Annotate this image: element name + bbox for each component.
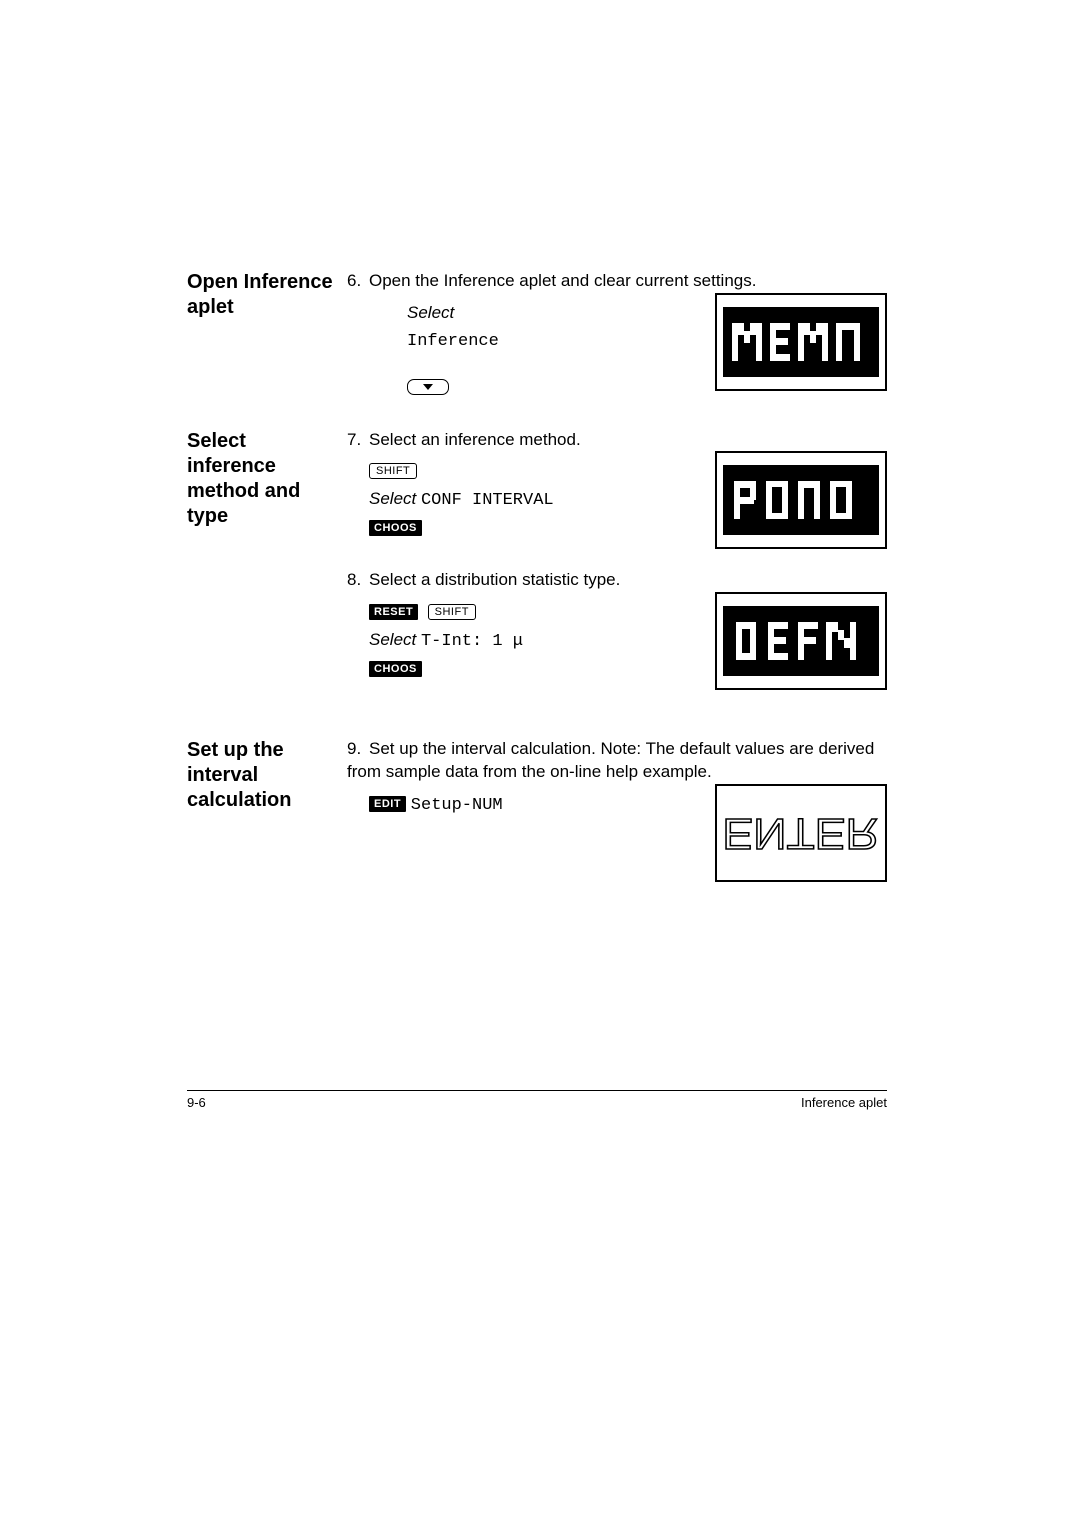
- section-setup: Set up the interval calculation 9.Set up…: [187, 738, 887, 882]
- shift-key-2: SHIFT: [428, 604, 476, 620]
- choos-key-2: CHOOS: [369, 661, 422, 677]
- step7-instr: SHIFT Select CONF INTERVAL CHOOS: [369, 457, 707, 541]
- content-open-inference: 6.Open the Inference aplet and clear cur…: [347, 270, 887, 401]
- section-open-inference: Open Inference aplet 6.Open the Inferenc…: [187, 270, 887, 401]
- step9-text: 9.Set up the interval calculation. Note:…: [347, 738, 887, 784]
- step8-text: 8.Select a distribution statistic type.: [347, 569, 887, 592]
- shift-key: SHIFT: [369, 463, 417, 479]
- content-select-method: 7.Select an inference method. SHIFT Sele…: [347, 429, 887, 711]
- step7-text: 7.Select an inference method.: [347, 429, 887, 452]
- edit-key: EDIT: [369, 796, 406, 812]
- heading-open-inference: Open Inference aplet: [187, 270, 347, 320]
- page-footer: 9-6 Inference aplet: [187, 1090, 887, 1110]
- dropdown-key-icon: [407, 379, 449, 395]
- step8-instr: RESET SHIFT Select T-Int: 1 μ CHOOS: [369, 598, 707, 682]
- lcd-screen-4: ENTER: [715, 784, 887, 882]
- lcd-screen-1: [715, 293, 887, 391]
- footer-page-num: 9-6: [187, 1095, 206, 1110]
- reset-key: RESET: [369, 604, 418, 620]
- lcd-screen-3: [715, 592, 887, 690]
- enter-glyph: ENTER: [723, 808, 880, 858]
- lcd-screen-2: [715, 451, 887, 549]
- footer-title: Inference aplet: [801, 1095, 887, 1110]
- content-setup: 9.Set up the interval calculation. Note:…: [347, 738, 887, 882]
- heading-setup: Set up the interval calculation: [187, 738, 347, 813]
- heading-select-method: Select inference method and type: [187, 429, 347, 529]
- choos-key: CHOOS: [369, 520, 422, 536]
- step6-text: 6.Open the Inference aplet and clear cur…: [347, 270, 887, 293]
- step6-instr: Select Inference: [407, 299, 707, 401]
- step9-instr: EDIT Setup-NUM: [369, 790, 707, 819]
- section-select-method: Select inference method and type 7.Selec…: [187, 429, 887, 711]
